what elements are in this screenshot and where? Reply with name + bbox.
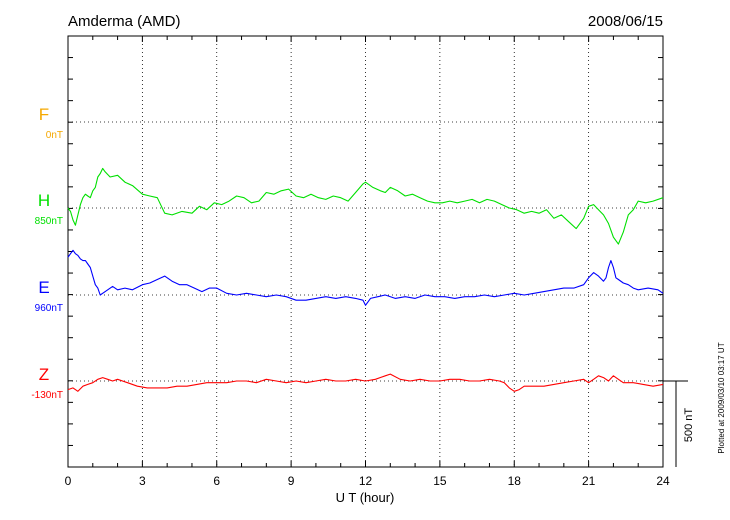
series-line-e: [67, 249, 664, 306]
x-tick-label: 9: [288, 474, 295, 488]
series-baseline-h: 850nT: [35, 216, 63, 227]
scale-bar-label: 500 nT: [683, 408, 695, 443]
series-baseline-f: 0nT: [46, 130, 63, 141]
x-tick-label: 0: [65, 474, 72, 488]
series-line-h: [67, 167, 664, 245]
series-name-e: E: [38, 278, 49, 297]
series-baseline-e: 960nT: [35, 303, 63, 314]
x-tick-label: 12: [359, 474, 373, 488]
series-name-h: H: [38, 191, 50, 210]
x-tick-label: 3: [139, 474, 146, 488]
plot-timestamp: Plotted at 2009/03/10 03:17 UT: [717, 342, 726, 453]
chart-date: 2008/06/15: [588, 13, 663, 30]
x-tick-label: 18: [508, 474, 522, 488]
x-tick-labels: 0 3 6 9 12 15 18 21 24: [65, 474, 670, 488]
x-tick-label: 21: [582, 474, 596, 488]
series-baseline-z: -130nT: [31, 390, 63, 401]
series-lines: [67, 167, 664, 392]
x-tick-label: 15: [433, 474, 447, 488]
chart-title: Amderma (AMD): [68, 13, 181, 30]
series-name-f: F: [39, 105, 49, 124]
series-name-z: Z: [39, 365, 49, 384]
x-tick-label: 24: [656, 474, 670, 488]
axis-ticks: [68, 35, 663, 468]
x-tick-label: 6: [213, 474, 220, 488]
series-line-z: [67, 373, 664, 392]
grid: [68, 36, 663, 467]
x-axis-label: U T (hour): [336, 490, 395, 505]
series-labels: F 0nT H 850nT E 960nT Z -130nT: [31, 105, 63, 401]
